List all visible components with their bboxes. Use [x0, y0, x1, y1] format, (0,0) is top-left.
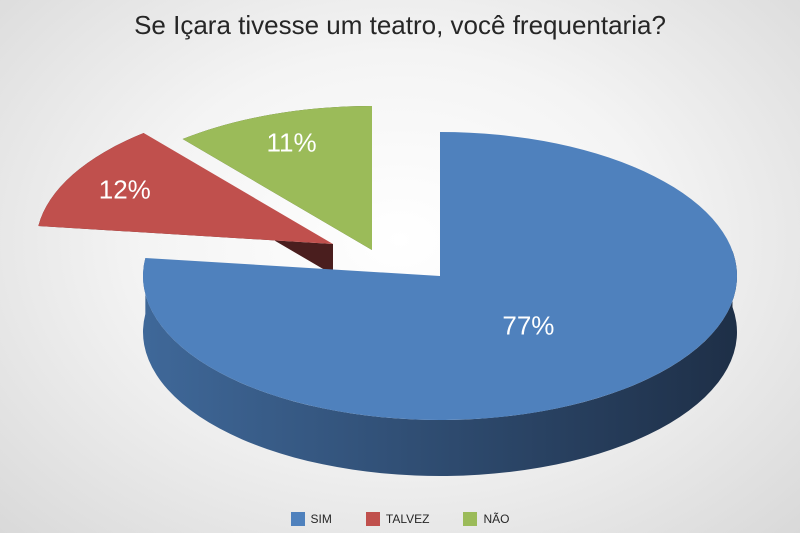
legend-label: SIM: [310, 512, 332, 526]
legend-item-sim: SIM: [290, 512, 332, 526]
chart-title: Se Içara tivesse um teatro, você frequen…: [134, 10, 666, 40]
legend-item-talvez: TALVEZ: [365, 512, 430, 526]
pie-slice-não: [182, 106, 372, 250]
legend: SIM TALVEZ NÃO: [0, 512, 800, 526]
data-label-sim: 77%: [502, 311, 554, 341]
pie-side-sim: [143, 250, 738, 477]
pie-tops: [38, 106, 738, 420]
data-label-talvez: 12%: [99, 175, 151, 205]
legend-item-não: NÃO: [463, 512, 509, 526]
data-label-não: 11%: [266, 128, 316, 158]
pie-slice-sim: [143, 132, 738, 420]
legend-swatch: [365, 512, 380, 526]
legend-swatch: [290, 512, 305, 526]
pie-slice-talvez: [38, 133, 334, 244]
legend-label: TALVEZ: [385, 512, 430, 526]
legend-label: NÃO: [483, 512, 510, 526]
pie-data-labels: 77% 12% 11%: [99, 128, 555, 341]
legend-swatch: [463, 512, 478, 526]
